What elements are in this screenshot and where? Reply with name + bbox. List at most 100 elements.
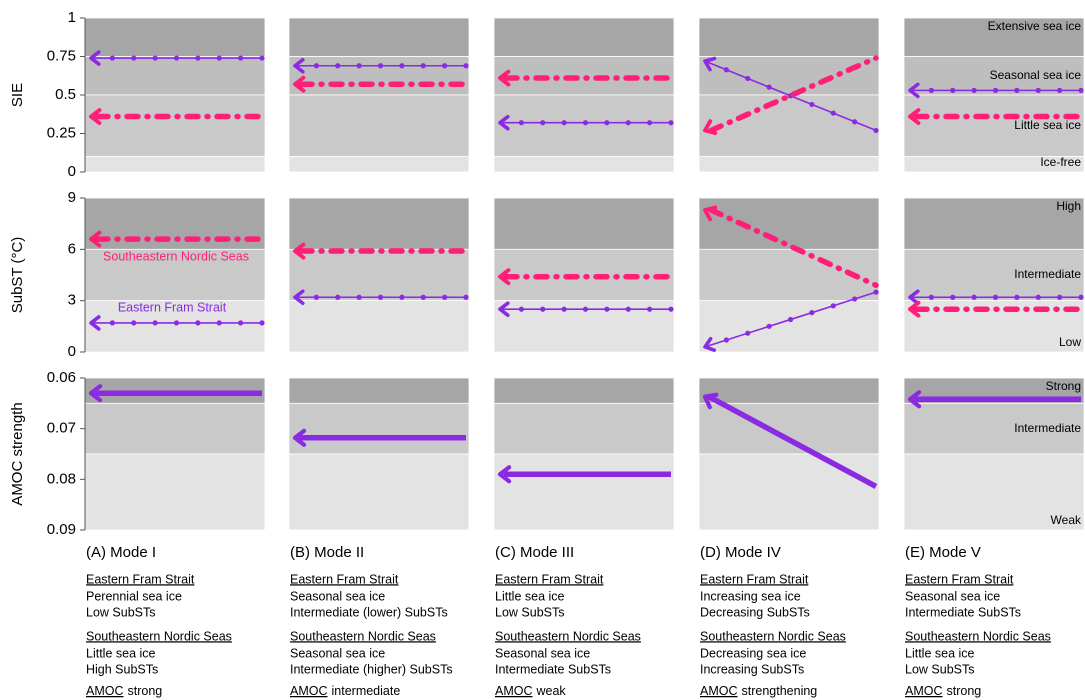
marker [787,316,794,323]
arrowhead [89,50,101,66]
note-heading: AMOC [905,684,943,698]
arrowhead [292,428,307,447]
note-line: Intermediate (higher) SubSTs [290,662,453,676]
note-line: Little sea ice [86,646,156,660]
marker [992,87,999,93]
note-line: Increasing sea ice [700,589,801,603]
band [903,248,1085,302]
note-amoc: AMOC intermediate [290,684,400,698]
band [698,197,880,250]
note-heading: Eastern Fram Strait [905,572,1014,586]
arrowhead [89,230,102,248]
note-line: Seasonal sea ice [905,589,1000,603]
band [698,56,880,96]
band [903,402,1085,455]
note-line: intermediate [332,684,401,698]
band [698,156,880,173]
band [493,377,675,404]
marker [131,55,137,61]
marker [463,63,469,69]
band-label: Intermediate [1014,267,1081,281]
note-heading: AMOC [700,684,738,698]
y-tick-label: 0.06 [47,369,76,386]
band [288,17,470,57]
marker [561,306,567,312]
marker [131,320,137,326]
marker [1035,87,1041,93]
note-line: strong [947,684,982,698]
band [288,94,470,157]
band [288,197,470,250]
note-heading: AMOC [495,684,533,698]
arrowhead [293,242,306,260]
note-line: weak [536,684,567,698]
marker [399,63,405,69]
marker [173,55,180,61]
marker [518,120,524,126]
marker [766,84,772,90]
marker [950,87,956,93]
marker [766,323,772,329]
arrowhead [703,205,718,222]
note-line: Decreasing sea ice [700,646,806,660]
marker [1035,294,1041,300]
note-line: Perennial sea ice [86,589,182,603]
arrowhead [908,289,920,306]
band [84,248,266,302]
arrowhead [702,392,719,410]
marker [216,320,222,326]
marker [259,320,265,326]
band [903,197,1085,250]
amoc-line [707,394,878,489]
marker [604,120,610,126]
band-label: Weak [1051,513,1082,527]
band-label: Extensive sea ice [988,19,1082,33]
band-label: Intermediate [1014,421,1081,435]
band [698,453,880,531]
marker [1078,87,1084,93]
marker [992,294,999,300]
arrowhead [908,300,921,318]
note-line: Increasing SubSTs [700,662,804,676]
marker [109,320,115,326]
marker [830,303,836,309]
marker [1057,294,1063,300]
note-line: strengthening [742,684,818,698]
y-axis-label: SubST (°C) [9,237,26,314]
marker [852,119,858,125]
note-line: strong [128,684,163,698]
marker [238,55,244,61]
note-heading: Southeastern Nordic Seas [700,629,846,643]
marker [604,306,610,312]
band [493,197,675,250]
marker [313,63,319,69]
note-line: Intermediate SubSTs [495,662,611,676]
band [903,94,1085,157]
note-line: Low SubSTs [495,605,564,619]
note-line: Low SubSTs [905,662,974,676]
marker [356,294,362,300]
arrowhead [293,289,305,306]
band-label: High [1056,199,1081,213]
marker [830,110,836,116]
band [493,94,675,157]
panel-title: (B) Mode II [290,544,364,561]
note-line: Seasonal sea ice [495,646,590,660]
band [84,56,266,96]
arrowhead [498,268,511,286]
marker [582,306,589,312]
band-label: Low [1059,335,1081,349]
band-label: Strong [1046,379,1081,393]
panel-title: (D) Mode IV [700,544,781,561]
y-tick-label: 6 [68,240,76,257]
marker [195,55,201,61]
panel-title: (E) Mode V [905,544,981,561]
note-heading: AMOC [86,684,124,698]
panel-title: (C) Mode III [495,544,574,561]
marker [745,330,751,336]
marker [356,63,362,69]
series-label: Eastern Fram Strait [118,300,227,314]
band [288,56,470,96]
sns-line [708,55,879,134]
note-heading: Eastern Fram Strait [700,572,809,586]
